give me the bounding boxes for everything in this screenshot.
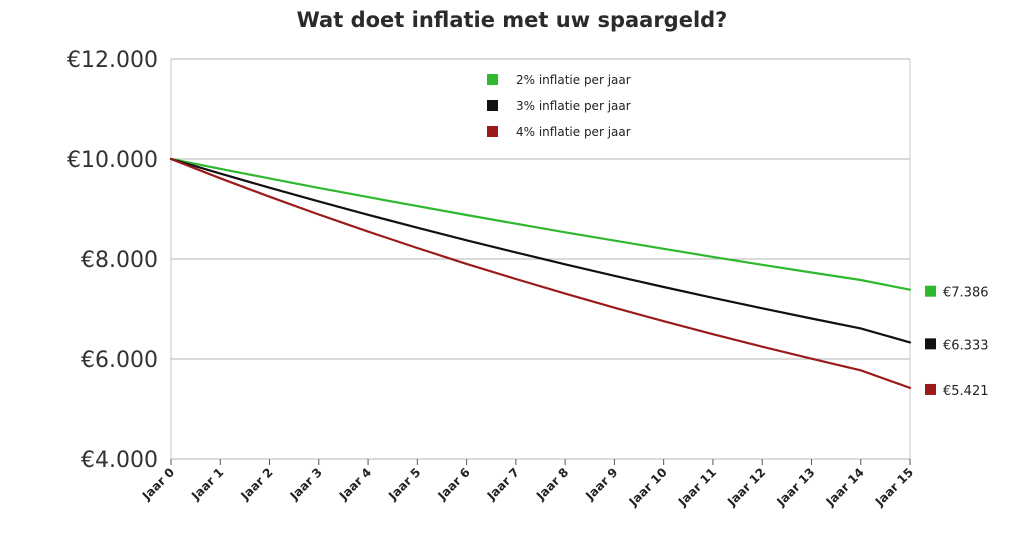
gridlines	[170, 58, 911, 460]
y-tick-label: €10.000	[67, 148, 158, 173]
x-tick-label: Jaar 11	[675, 465, 719, 509]
x-tick-label: Jaar 14	[823, 465, 867, 509]
x-tick-label: Jaar 8	[533, 465, 571, 503]
series-line-3	[169, 157, 912, 389]
x-tick-label: Jaar 4	[336, 465, 374, 503]
x-axis-ticks: Jaar 0 Jaar 1 Jaar 2 Jaar 3 Jaar 4 Jaar 5 Jaar…	[139, 459, 916, 509]
y-tick-label: €4.000	[81, 448, 158, 473]
y-tick-label: €6.000	[81, 348, 158, 373]
chart-title: Wat doet inflatie met uw spaargeld?	[296, 8, 728, 32]
y-tick-label: €12.000	[67, 48, 158, 73]
legend-swatch	[487, 74, 498, 85]
x-tick-label: Jaar 6	[434, 465, 472, 503]
end-value-label: €7.386	[943, 286, 989, 301]
end-label-swatch	[925, 285, 936, 297]
series-lines	[169, 157, 912, 389]
series-line-2	[169, 157, 912, 344]
end-value-label: €5.421	[943, 384, 989, 399]
y-axis-ticks: €4.000 €6.000 €8.000 €10.000 €12.000	[67, 48, 158, 473]
legend-label: 4% inflatie per jaar	[516, 125, 631, 139]
end-label-swatch	[925, 338, 936, 350]
legend-swatch	[487, 126, 498, 137]
x-tick-label: Jaar 5	[385, 465, 423, 503]
x-tick-label: Jaar 3	[287, 465, 325, 503]
legend-label: 3% inflatie per jaar	[516, 99, 631, 113]
end-labels: €7.386 €6.333 €5.421	[925, 285, 989, 399]
end-value-label: €6.333	[943, 338, 989, 353]
series-line-1	[169, 157, 912, 291]
x-tick-label: Jaar 10	[626, 465, 670, 509]
x-tick-label: Jaar 12	[724, 465, 768, 509]
y-tick-label: €8.000	[81, 248, 158, 273]
x-tick-label: Jaar 1	[188, 465, 226, 503]
legend-swatch	[487, 100, 498, 111]
legend-label: 2% inflatie per jaar	[516, 73, 631, 87]
x-tick-label: Jaar 13	[773, 465, 817, 509]
x-tick-label: Jaar 15	[872, 465, 916, 509]
x-tick-label: Jaar 7	[484, 465, 522, 503]
legend: 2% inflatie per jaar 3% inflatie per jaar…	[487, 73, 631, 139]
end-label-swatch	[925, 383, 936, 395]
x-tick-label: Jaar 9	[582, 465, 620, 503]
x-tick-label: Jaar 2	[237, 465, 275, 503]
